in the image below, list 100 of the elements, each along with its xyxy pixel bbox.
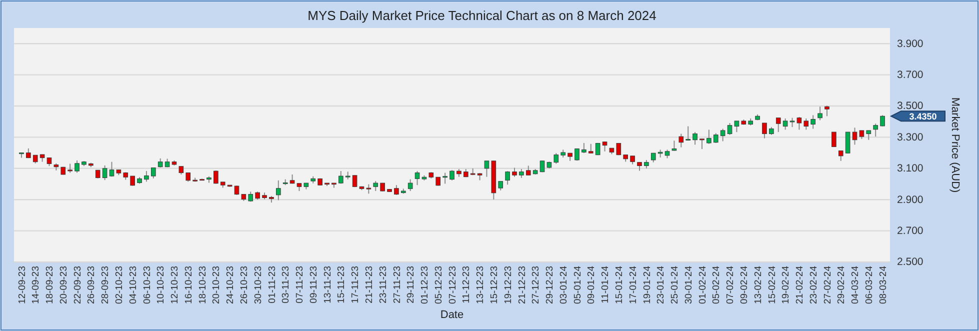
candlestick [554,152,559,164]
x-tick-label: 01-11-23 [266,266,278,304]
y-tick-label: 3.900 [897,38,924,50]
candlestick [727,122,732,136]
candlestick [68,163,72,174]
x-tick-label: 15-12-23 [488,266,500,304]
candlestick [650,152,656,163]
x-tick-label: 05-01-24 [572,266,584,304]
x-tick-label: 07-02-24 [725,266,736,304]
x-tick-label: 05-12-23 [433,266,444,304]
x-tick-label: 11-12-23 [461,266,472,304]
candlestick [810,114,816,130]
candlestick [873,123,878,138]
x-tick-label: 19-02-24 [780,266,792,304]
candlestick [818,106,822,121]
x-tick-label: 07-11-23 [294,266,306,304]
x-tick-label: 15-02-24 [766,266,778,304]
x-tick-label: 18-10-23 [197,266,208,304]
candlestick [588,143,594,154]
x-tick-label: 12-09-23 [16,266,28,304]
candlestick [442,172,448,184]
x-tick-label: 09-01-24 [586,266,598,304]
candlestick [338,170,344,184]
x-tick-label: 23-11-23 [378,266,389,304]
candlestick [824,105,830,117]
x-tick-label: 17-11-23 [350,266,362,304]
x-tick-label: 18-09-23 [44,266,56,304]
x-tick-label: 03-01-24 [558,266,570,304]
x-tick-label: 24-10-23 [225,266,236,304]
candlestick [151,167,156,179]
x-tick-label: 09-02-24 [738,266,750,304]
x-tick-label: 04-03-24 [850,266,862,304]
candlestick [505,170,510,186]
chart-title: MYS Daily Market Price Technical Chart as on 8 March 2024 [308,8,656,23]
candlestick [234,185,240,196]
candlestick [796,116,802,130]
x-axis-title: Date [440,309,464,321]
x-tick-label: 30-10-23 [252,266,264,304]
candlestick [512,167,517,178]
candlestick [498,180,504,191]
x-tick-label: 21-12-23 [516,266,528,304]
candlestick [720,128,726,142]
x-tick-label: 26-09-23 [86,266,98,304]
x-tick-label: 27-02-24 [822,266,834,304]
x-tick-label: 06-10-23 [142,266,153,304]
candlestick [102,164,108,181]
y-tick-label: 3.700 [897,68,924,81]
candlestick [672,140,677,152]
x-tick-label: 13-12-23 [475,266,486,304]
candlestick [790,117,795,128]
candlestick [394,184,399,196]
x-tick-label: 01-12-23 [420,266,431,304]
candlestick [852,127,858,146]
candlestick [74,160,80,174]
x-tick-label: 29-02-24 [836,266,848,304]
x-tick-label: 11-01-24 [600,266,612,304]
candlestick [602,141,608,152]
candlestick [706,129,712,144]
x-tick-label: 28-09-23 [100,266,112,304]
candlestick [109,161,114,178]
x-tick-label: 19-12-23 [502,266,514,304]
y-tick-label: 2.900 [897,194,924,206]
x-tick-label: 17-01-24 [628,266,639,304]
x-tick-label: 21-02-24 [794,266,806,304]
x-tick-label: 20-10-23 [211,266,222,304]
annotation: 3.4350 [909,111,937,122]
candlestick [686,126,690,142]
candlestick [845,132,850,154]
y-tick-label: 2.500 [897,256,924,268]
x-tick-label: 30-01-24 [683,266,694,304]
candlestick [782,118,788,130]
candlestick [276,180,281,201]
x-tick-label: 26-10-23 [239,266,250,304]
x-tick-label: 23-02-24 [808,266,820,304]
candlestick [700,138,704,150]
candlestick [838,150,844,162]
candlestick [678,133,684,148]
candlestick [158,158,163,168]
x-tick-label: 29-12-23 [544,266,556,304]
candlestick [734,120,740,133]
candlestick [582,142,586,154]
y-tick-label: 3.100 [897,162,924,175]
x-tick-label: 01-02-24 [697,266,708,304]
x-tick-label: 03-11-23 [280,266,292,304]
candlestick [144,170,149,182]
x-tick-label: 12-10-23 [170,266,181,304]
candlestick [352,174,358,188]
candlestick [450,170,454,181]
x-tick-label: 19-01-24 [642,266,653,304]
candlestick [373,180,378,192]
candlestick [880,114,885,127]
x-tick-label: 13-02-24 [752,266,764,304]
x-tick-label: 08-03-24 [878,266,889,304]
candlestick [776,117,781,133]
x-tick-label: 13-11-23 [322,266,334,304]
x-tick-label: 04-10-23 [128,266,139,304]
x-tick-label: 14-09-23 [30,266,42,304]
x-tick-label: 23-01-24 [656,266,667,304]
x-tick-label: 16-10-23 [183,266,194,304]
candlestick [526,165,531,176]
